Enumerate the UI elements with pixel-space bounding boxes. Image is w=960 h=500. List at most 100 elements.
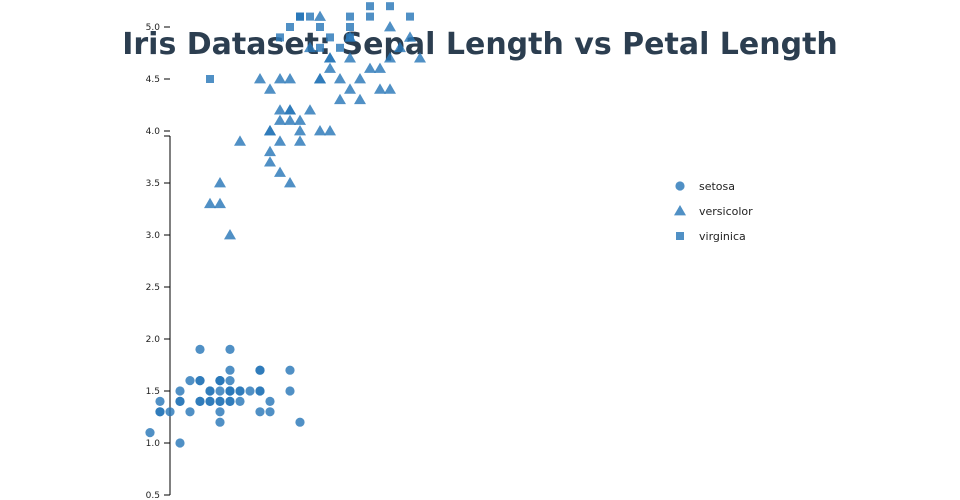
virginica-point <box>316 43 324 52</box>
versicolor-point <box>284 114 296 125</box>
versicolor-point <box>294 125 306 136</box>
setosa-point <box>225 396 235 406</box>
virginica-point <box>366 2 374 11</box>
setosa-point <box>265 396 275 406</box>
virginica-point <box>336 43 344 52</box>
versicolor-point <box>284 104 296 115</box>
virginica-point <box>316 23 324 31</box>
versicolor-point <box>374 83 386 94</box>
setosa-point <box>225 386 235 396</box>
setosa-point <box>265 407 275 417</box>
versicolor-point <box>294 135 306 146</box>
versicolor-point <box>344 83 356 94</box>
setosa-point <box>165 407 175 417</box>
versicolor-point <box>274 73 286 84</box>
legend-setosa-marker <box>675 181 685 191</box>
y-ticks: 0.51.01.52.02.53.03.54.04.55.05.56.06.57… <box>146 23 170 500</box>
versicolor-point <box>264 125 276 136</box>
y-tick-label: 4.5 <box>146 75 160 85</box>
versicolor-point <box>334 73 346 84</box>
versicolor-point <box>324 62 336 73</box>
versicolor-point <box>384 83 396 94</box>
setosa-point <box>215 396 225 406</box>
y-tick-label: 3.0 <box>146 231 161 241</box>
setosa-point <box>205 396 215 406</box>
setosa-point <box>215 386 225 396</box>
setosa-point <box>215 417 225 427</box>
versicolor-point <box>224 229 236 240</box>
setosa-point <box>195 396 205 406</box>
setosa-point <box>175 386 185 396</box>
setosa-point <box>175 396 185 406</box>
chart-title: Iris Dataset: Sepal Length vs Petal Leng… <box>122 27 838 62</box>
virginica-point <box>346 12 354 21</box>
legend-versicolor-marker <box>674 205 686 216</box>
setosa-point <box>185 376 195 386</box>
legend: setosa versicolor virginica <box>674 180 753 243</box>
versicolor-point <box>274 104 286 115</box>
virginica-point <box>346 23 354 31</box>
setosa-point <box>295 417 305 427</box>
versicolor-point <box>374 62 386 73</box>
versicolor-point <box>264 145 276 157</box>
versicolor-point <box>214 197 226 209</box>
versicolor-point <box>324 125 336 136</box>
setosa-point <box>145 428 155 438</box>
setosa-point <box>235 396 245 406</box>
versicolor-point <box>264 83 276 94</box>
versicolor-point <box>254 73 266 84</box>
setosa-point <box>225 376 235 386</box>
y-tick-label: 2.0 <box>146 335 161 345</box>
setosa-point <box>215 376 225 386</box>
y-tick-label: 0.5 <box>146 491 160 500</box>
setosa-point <box>285 386 295 396</box>
versicolor-point <box>264 156 276 167</box>
versicolor-point <box>234 135 246 146</box>
versicolor-point <box>384 21 396 32</box>
setosa-point <box>155 407 165 417</box>
y-tick-label: 1.5 <box>146 387 160 397</box>
legend-virginica-label: virginica <box>699 230 746 243</box>
setosa-point <box>215 407 225 417</box>
setosa-point <box>255 407 265 417</box>
setosa-point <box>155 396 165 406</box>
versicolor-point <box>274 166 286 177</box>
y-tick-label: 2.5 <box>146 283 160 293</box>
setosa-point <box>285 365 295 375</box>
versicolor-point <box>414 52 426 63</box>
y-tick-label: 4.0 <box>146 127 161 137</box>
legend-versicolor-label: versicolor <box>699 205 753 218</box>
setosa-point <box>255 365 265 375</box>
virginica-point <box>286 23 294 31</box>
setosa-point <box>195 344 205 354</box>
virginica-point <box>326 33 334 42</box>
versicolor-point <box>314 10 326 21</box>
setosa-point <box>175 438 185 448</box>
versicolor-point <box>304 104 316 115</box>
setosa-point <box>245 386 255 396</box>
setosa-point <box>225 365 235 375</box>
versicolor-point <box>344 52 356 63</box>
setosa-point <box>205 386 215 396</box>
versicolor-point <box>404 31 416 42</box>
versicolor-point <box>354 73 366 84</box>
y-axis <box>164 135 171 495</box>
virginica-point <box>386 2 394 11</box>
versicolor-point <box>384 52 396 63</box>
versicolor-point <box>294 114 306 125</box>
versicolor-point <box>324 52 336 63</box>
y-tick-label: 5.0 <box>146 23 161 33</box>
virginica-point <box>366 12 374 21</box>
versicolor-point <box>334 93 346 105</box>
versicolor-point <box>274 135 286 146</box>
versicolor-point <box>284 177 296 188</box>
data-points <box>145 2 426 448</box>
versicolor-point <box>314 73 326 84</box>
y-tick-label: 3.5 <box>146 179 160 189</box>
versicolor-point <box>284 73 296 84</box>
virginica-point <box>206 75 214 83</box>
setosa-point <box>195 376 205 386</box>
setosa-point <box>235 386 245 396</box>
versicolor-point <box>214 177 226 188</box>
